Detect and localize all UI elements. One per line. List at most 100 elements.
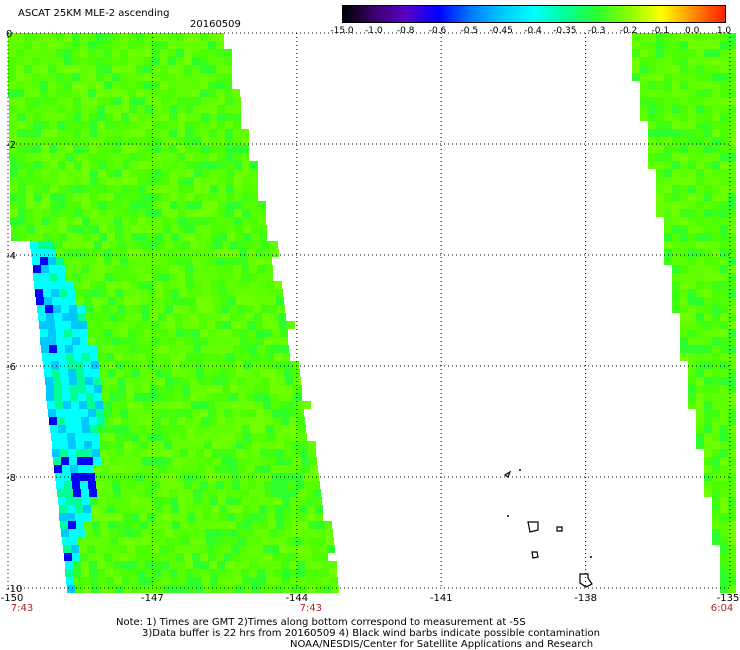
swath-cell: [193, 145, 201, 153]
swath-cell: [129, 121, 137, 129]
swath-cell: [145, 129, 153, 137]
swath-cell: [191, 249, 199, 257]
swath-cell: [180, 449, 188, 457]
swath-cell: [9, 105, 17, 113]
swath-cell: [105, 569, 113, 577]
swath-cell: [696, 153, 704, 161]
swath-cell: [218, 209, 226, 217]
swath-cell: [107, 585, 115, 593]
swath-cell: [728, 489, 736, 497]
swath-cell: [171, 289, 179, 297]
swath-cell: [664, 193, 672, 201]
swath-cell: [712, 161, 720, 169]
swath-cell: [57, 121, 65, 129]
swath-cell: [41, 121, 49, 129]
swath-cell: [215, 401, 223, 409]
swath-cell: [174, 465, 182, 473]
swath-cell: [183, 545, 191, 553]
swath-cell: [728, 289, 736, 297]
swath-cell: [704, 385, 712, 393]
swath-cell: [648, 153, 656, 161]
swath-cell: [728, 241, 736, 249]
swath-cell: [193, 265, 201, 273]
swath-cell: [191, 321, 199, 329]
swath-cell: [688, 81, 696, 89]
swath-cell: [310, 537, 318, 545]
swath-cell: [672, 257, 680, 265]
swath-cell: [81, 561, 89, 569]
swath-cell: [289, 561, 297, 569]
swath-cell: [112, 49, 120, 57]
swath-cell: [64, 337, 72, 345]
swath-cell: [79, 401, 87, 409]
swath-cell: [688, 241, 696, 249]
swath-cell: [82, 209, 90, 217]
swath-cell: [712, 81, 720, 89]
swath-cell: [65, 561, 73, 569]
swath-cell: [169, 105, 177, 113]
swath-cell: [98, 577, 106, 585]
swath-cell: [259, 361, 267, 369]
swath-cell: [47, 249, 55, 257]
swath-cell: [134, 313, 142, 321]
swath-cell: [82, 577, 90, 585]
swath-cell: [112, 337, 120, 345]
swath-cell: [728, 273, 736, 281]
swath-cell: [250, 353, 258, 361]
swath-cell: [162, 425, 170, 433]
swath-cell: [88, 73, 96, 81]
swath-cell: [64, 41, 72, 49]
swath-cell: [270, 313, 278, 321]
swath-cell: [138, 497, 146, 505]
swath-cell: [720, 145, 728, 153]
swath-cell: [688, 265, 696, 273]
swath-cell: [241, 273, 249, 281]
swath-cell: [268, 521, 276, 529]
swath-cell: [62, 313, 70, 321]
swath-cell: [720, 305, 728, 313]
swath-cell: [8, 81, 16, 89]
swath-cell: [310, 465, 318, 473]
swath-cell: [244, 449, 252, 457]
swath-cell: [208, 33, 216, 41]
swath-cell: [122, 353, 130, 361]
swath-cell: [720, 105, 728, 113]
swath-cell: [648, 113, 656, 121]
swath-cell: [150, 313, 158, 321]
swath-cell: [728, 473, 736, 481]
swath-cell: [50, 217, 58, 225]
swath-cell: [196, 441, 204, 449]
swath-cell: [160, 329, 168, 337]
swath-cell: [214, 465, 222, 473]
swath-cell: [728, 57, 736, 65]
swath-cell: [200, 81, 208, 89]
swath-cell: [728, 569, 736, 577]
swath-cell: [225, 121, 233, 129]
swath-cell: [155, 361, 163, 369]
swath-cell: [105, 129, 113, 137]
swath-cell: [49, 273, 57, 281]
swath-cell: [27, 233, 35, 241]
swath-cell: [100, 369, 108, 377]
swath-cell: [704, 425, 712, 433]
swath-cell: [198, 241, 206, 249]
swath-cell: [153, 121, 161, 129]
swath-cell: [704, 353, 712, 361]
swath-cell: [221, 305, 229, 313]
swath-cell: [115, 361, 123, 369]
swath-cell: [146, 217, 154, 225]
swath-cell: [187, 513, 195, 521]
swath-cell: [181, 377, 189, 385]
swath-cell: [255, 321, 263, 329]
swath-cell: [49, 265, 57, 273]
swath-cell: [326, 537, 334, 545]
swath-cell: [120, 41, 128, 49]
swath-cell: [172, 441, 180, 449]
swath-cell: [248, 481, 256, 489]
swath-cell: [175, 321, 183, 329]
swath-cell: [228, 441, 236, 449]
swath-cell: [25, 97, 33, 105]
swath-cell: [223, 473, 231, 481]
swath-cell: [153, 97, 161, 105]
swath-cell: [49, 129, 57, 137]
